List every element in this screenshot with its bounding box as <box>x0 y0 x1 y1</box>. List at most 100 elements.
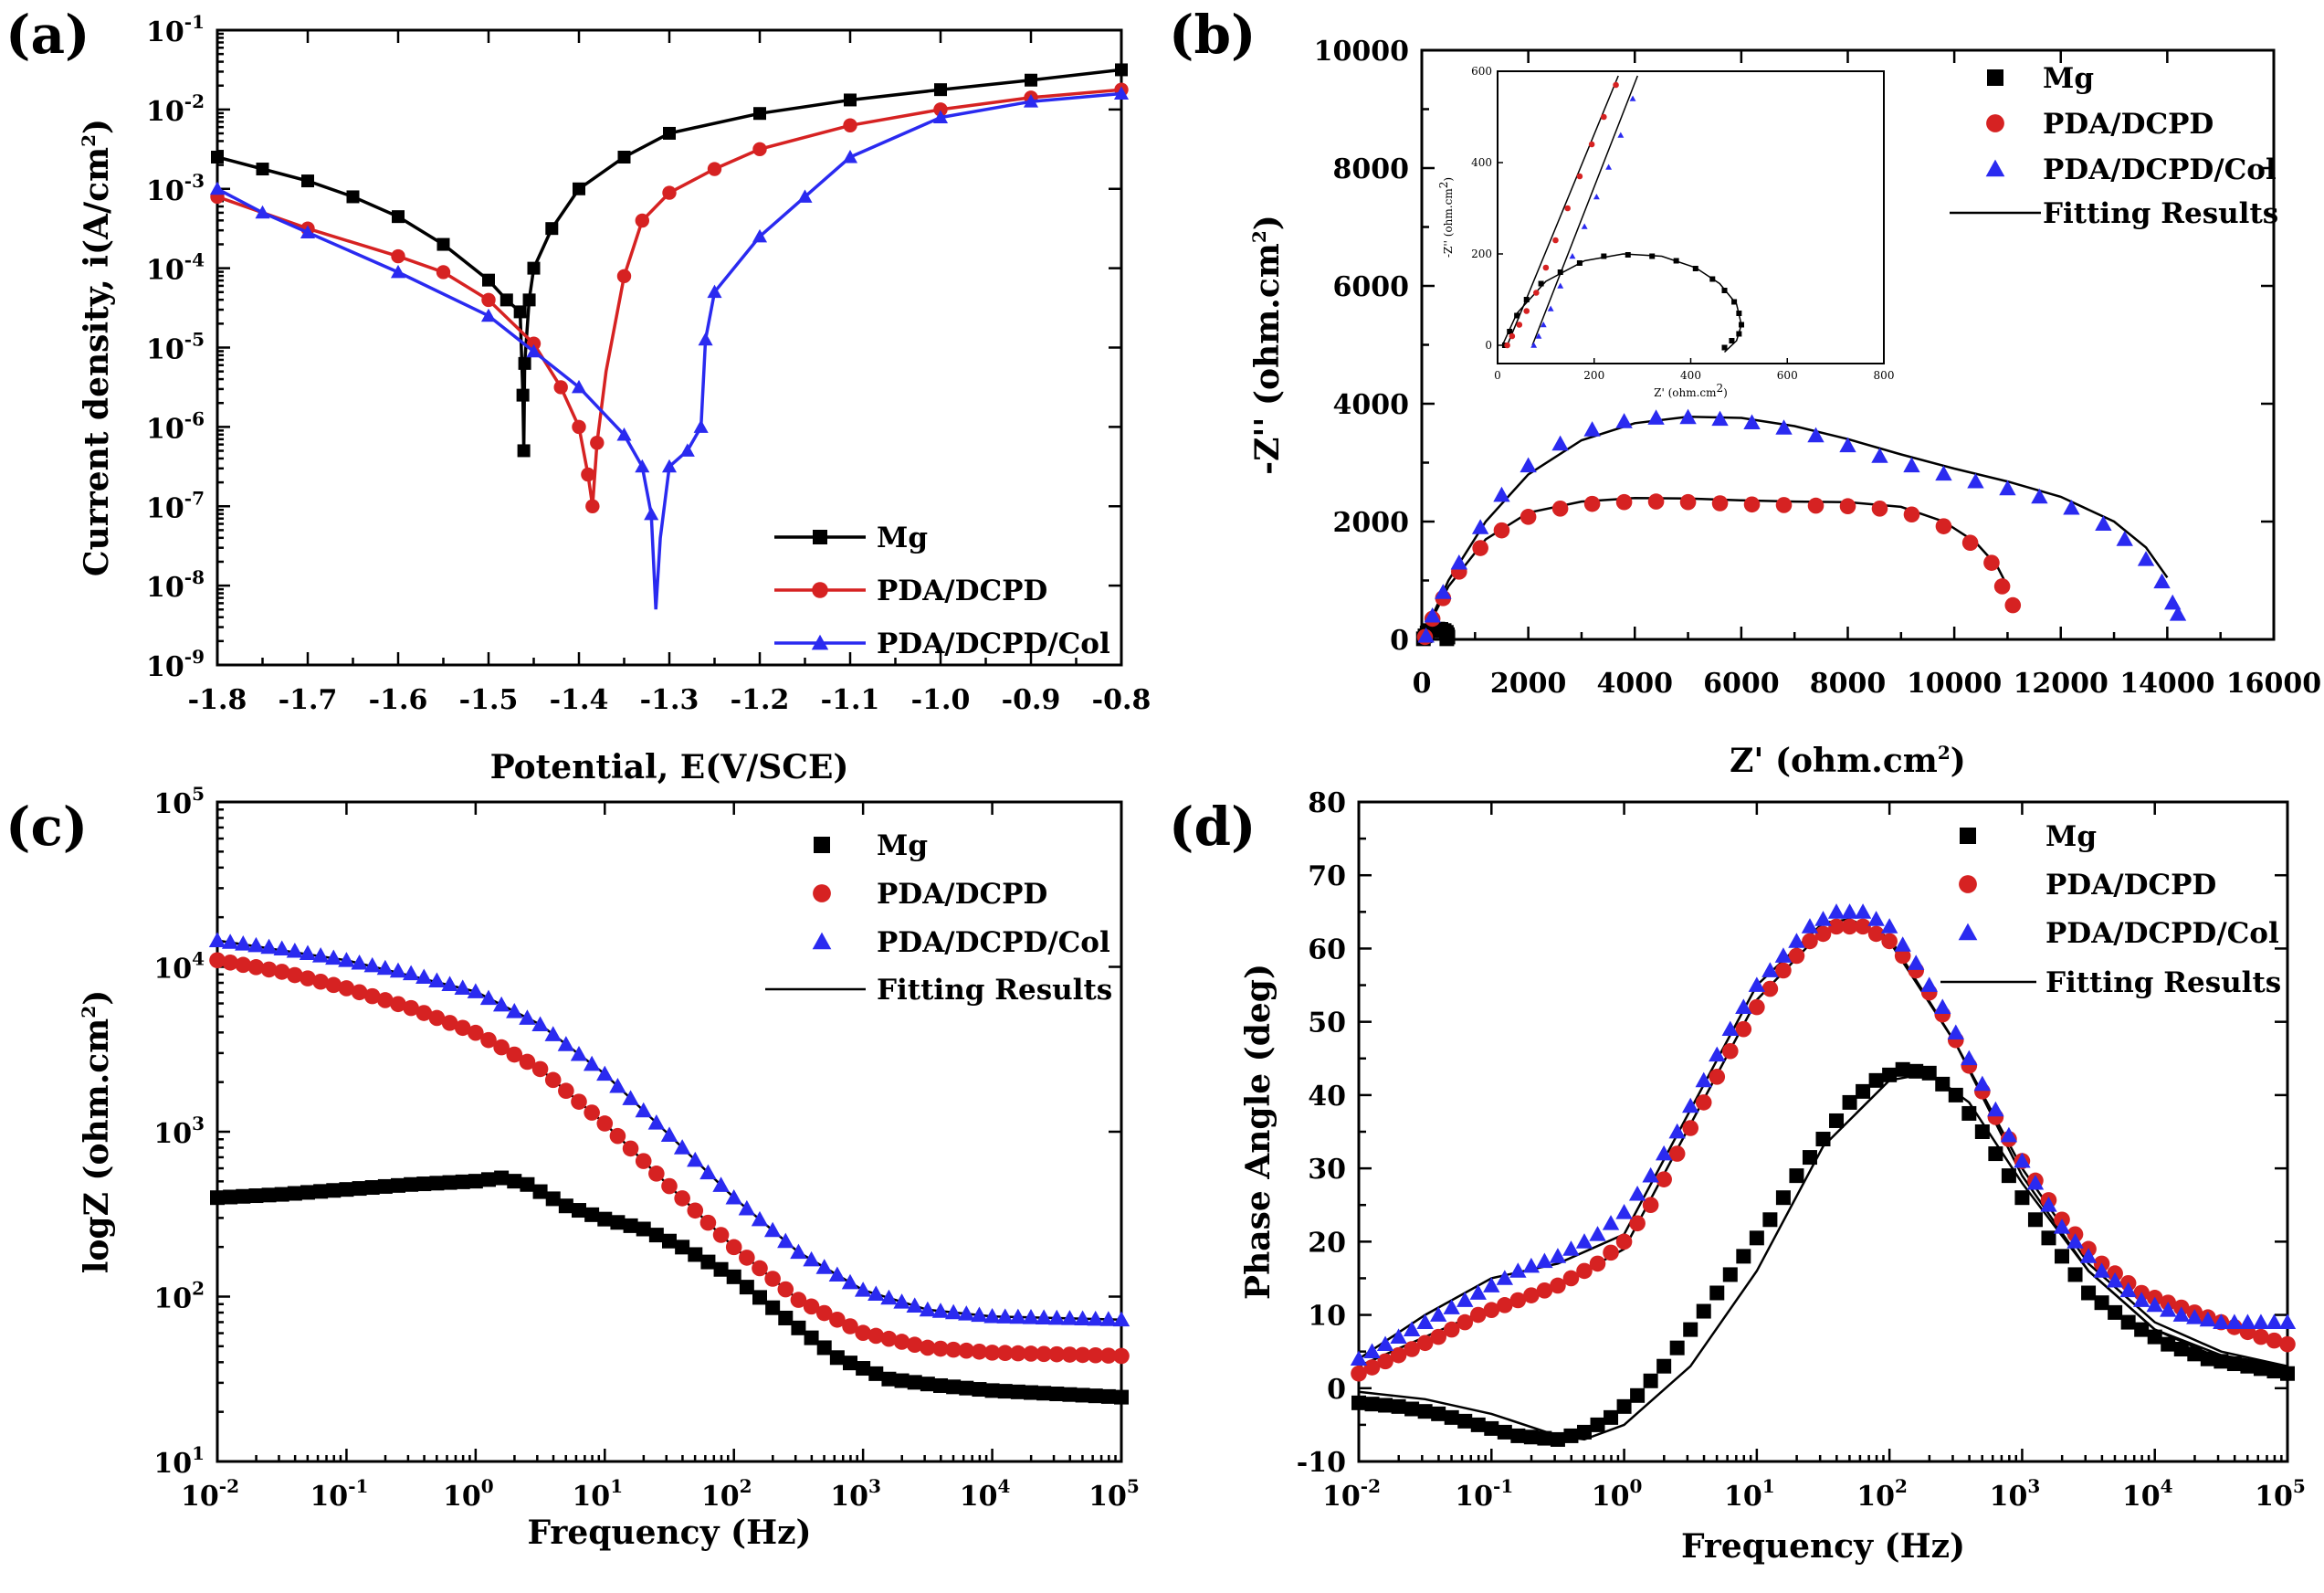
data-point-c <box>726 1269 741 1284</box>
data-point-b <box>1999 480 2016 496</box>
data-point-d <box>1881 933 1898 950</box>
data-point-a <box>526 343 542 358</box>
data-point-b <box>1983 554 2000 571</box>
data-point-a <box>693 419 709 433</box>
data-point-c <box>338 980 355 997</box>
data-point-c <box>454 979 471 995</box>
data-point-d <box>1456 1292 1474 1307</box>
data-point-d <box>1935 1076 1951 1092</box>
data-point-b <box>1520 509 1537 525</box>
data-point-d <box>1736 1249 1751 1264</box>
y-tick-label-d: 40 <box>1308 1081 1346 1113</box>
data-point-c <box>441 1015 458 1031</box>
data-point-d <box>2093 1262 2110 1278</box>
x-tick-label-b: 12000 <box>2014 668 2108 700</box>
data-point-d <box>1509 1292 1527 1309</box>
data-point-c <box>221 934 239 949</box>
data-point-a <box>644 506 659 521</box>
data-point-d <box>1364 1397 1380 1412</box>
data-point-c <box>429 1176 445 1191</box>
data-point-d <box>1536 1282 1553 1299</box>
data-point-d <box>2094 1295 2109 1311</box>
data-point-c <box>739 1250 755 1266</box>
panel-label-b: (b) <box>1169 4 1256 66</box>
data-point-d <box>2240 1358 2256 1374</box>
data-point-c <box>662 1233 677 1249</box>
inset-data-point <box>1613 81 1619 89</box>
data-point-c <box>777 1281 794 1298</box>
data-point-c <box>351 984 368 1001</box>
data-point-d <box>1761 962 1779 977</box>
data-point-c <box>235 956 252 974</box>
data-point-d <box>1642 1166 1659 1183</box>
data-point-c <box>623 1218 638 1233</box>
data-point-c <box>544 1071 562 1089</box>
inset-data-point <box>1605 164 1613 170</box>
data-point-b <box>2063 499 2080 515</box>
data-point-a <box>256 163 269 176</box>
legend-label-a: PDA/DCPD <box>877 575 1047 607</box>
data-point-c <box>584 1104 600 1121</box>
data-point-c <box>972 1382 987 1398</box>
data-point-d <box>1604 1409 1619 1425</box>
data-point-d <box>2041 1230 2056 1246</box>
data-point-d <box>1549 1248 1567 1263</box>
x-tick-label-c: 101 <box>572 1475 623 1513</box>
x-axis-label-a: Potential, E(V/SCE) <box>490 748 849 786</box>
panel-c-bode-impedance: 10-2 10-1 100 101 102 103 104 105 101 102 103 104 10… <box>78 783 1140 1552</box>
data-point-c <box>996 1308 1014 1324</box>
data-point-c <box>984 1383 1000 1398</box>
inset-data-point <box>1692 266 1698 271</box>
inset-data-point <box>1552 237 1559 244</box>
data-point-c <box>248 1188 264 1204</box>
legend-marker-a <box>812 582 828 598</box>
fit-line-d <box>1358 1071 2288 1441</box>
data-point-c <box>906 1336 923 1354</box>
legend-label-c: Mg <box>877 829 928 862</box>
data-point-d <box>1841 903 1858 919</box>
data-point-a <box>517 444 531 458</box>
data-point-c <box>507 1174 522 1189</box>
inset-x-tick-label: 800 <box>1874 369 1895 382</box>
y-tick-label-c: 105 <box>153 783 205 820</box>
data-point-a <box>436 265 451 280</box>
inset-y-tick-label: 200 <box>1471 248 1492 260</box>
data-point-d <box>1775 1190 1791 1206</box>
data-point-c <box>274 1187 289 1202</box>
data-point-c <box>933 1377 948 1393</box>
data-point-c <box>777 1232 794 1249</box>
data-point-c <box>622 1090 639 1105</box>
data-point-d <box>1430 1328 1446 1345</box>
data-point-d <box>1642 1197 1659 1214</box>
data-point-b <box>1935 518 1952 534</box>
inset-data-point <box>1533 290 1540 296</box>
x-tick-label-b: 6000 <box>1703 668 1780 700</box>
data-point-c <box>983 1345 1001 1361</box>
data-point-c <box>558 1082 574 1100</box>
data-point-c <box>790 1292 807 1308</box>
inset-data-point <box>1507 329 1513 334</box>
data-point-d <box>1497 1424 1512 1440</box>
data-point-c <box>300 970 316 986</box>
data-point-c <box>609 1077 626 1093</box>
data-point-c <box>636 1221 651 1237</box>
data-point-b <box>1807 427 1824 443</box>
data-point-c <box>712 1176 730 1192</box>
data-point-d <box>2081 1285 2097 1301</box>
data-point-d <box>2119 1282 2137 1298</box>
data-point-c <box>506 1046 523 1063</box>
data-point-c <box>893 1334 910 1350</box>
data-point-a <box>480 308 497 322</box>
data-point-b <box>2031 488 2048 504</box>
data-point-d <box>1841 918 1858 935</box>
data-point-b <box>1472 540 1488 556</box>
x-tick-label-d: 103 <box>1990 1475 2041 1513</box>
inset-data-point <box>1538 280 1544 287</box>
y-tick-label-a: 10-7 <box>146 487 205 524</box>
inset-data-point <box>1721 288 1728 293</box>
data-point-d <box>1417 1404 1433 1419</box>
inset-data-point <box>1729 338 1735 343</box>
data-point-d <box>1536 1252 1553 1269</box>
legend-marker-c <box>813 884 831 902</box>
series-line-a <box>216 91 1122 610</box>
